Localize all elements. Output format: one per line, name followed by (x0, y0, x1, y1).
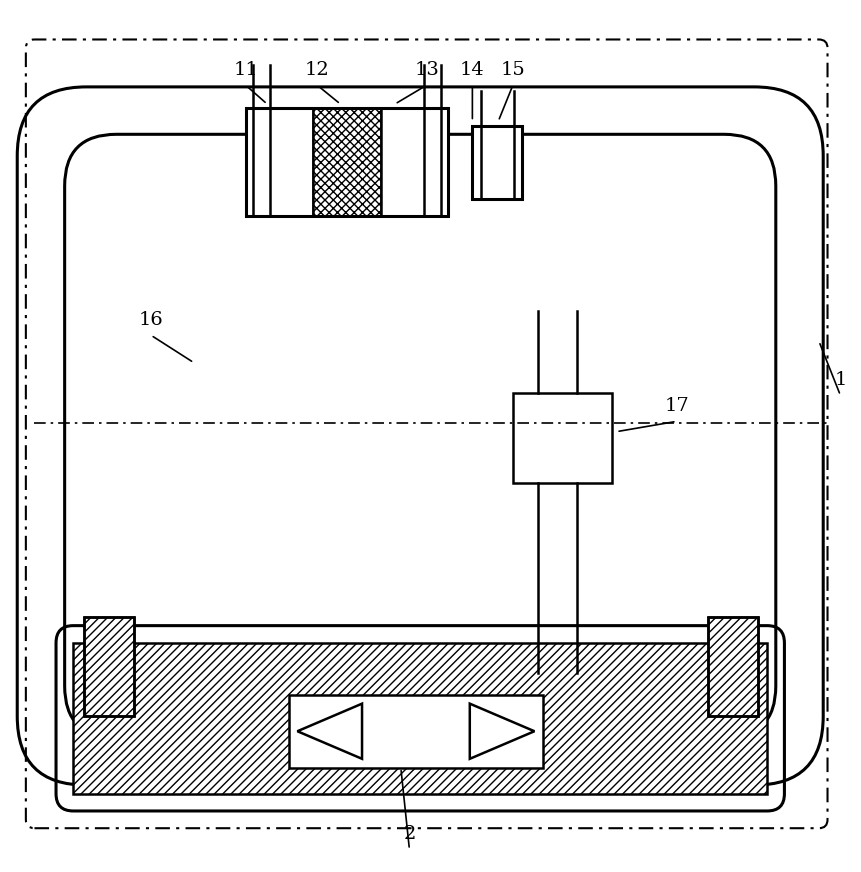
Bar (73, 643, 766, 794)
Bar (512, 393, 611, 483)
Bar (313, 108, 381, 216)
Text: 16: 16 (139, 310, 163, 329)
Text: 14: 14 (460, 61, 484, 78)
Polygon shape (469, 704, 534, 759)
Text: 15: 15 (500, 61, 524, 78)
Text: 12: 12 (305, 61, 329, 78)
Bar (472, 126, 522, 199)
Bar (472, 126, 522, 199)
Text: 1: 1 (833, 371, 846, 389)
Bar (707, 617, 757, 716)
Bar (288, 695, 542, 768)
Bar (245, 108, 448, 216)
Polygon shape (297, 704, 362, 759)
Bar (707, 617, 757, 716)
Bar (84, 617, 134, 716)
Bar (381, 108, 448, 216)
Bar (84, 617, 134, 716)
Text: 2: 2 (403, 825, 415, 843)
Text: 11: 11 (233, 61, 257, 78)
Text: 13: 13 (414, 61, 438, 78)
Text: 17: 17 (664, 397, 688, 415)
Bar (245, 108, 313, 216)
